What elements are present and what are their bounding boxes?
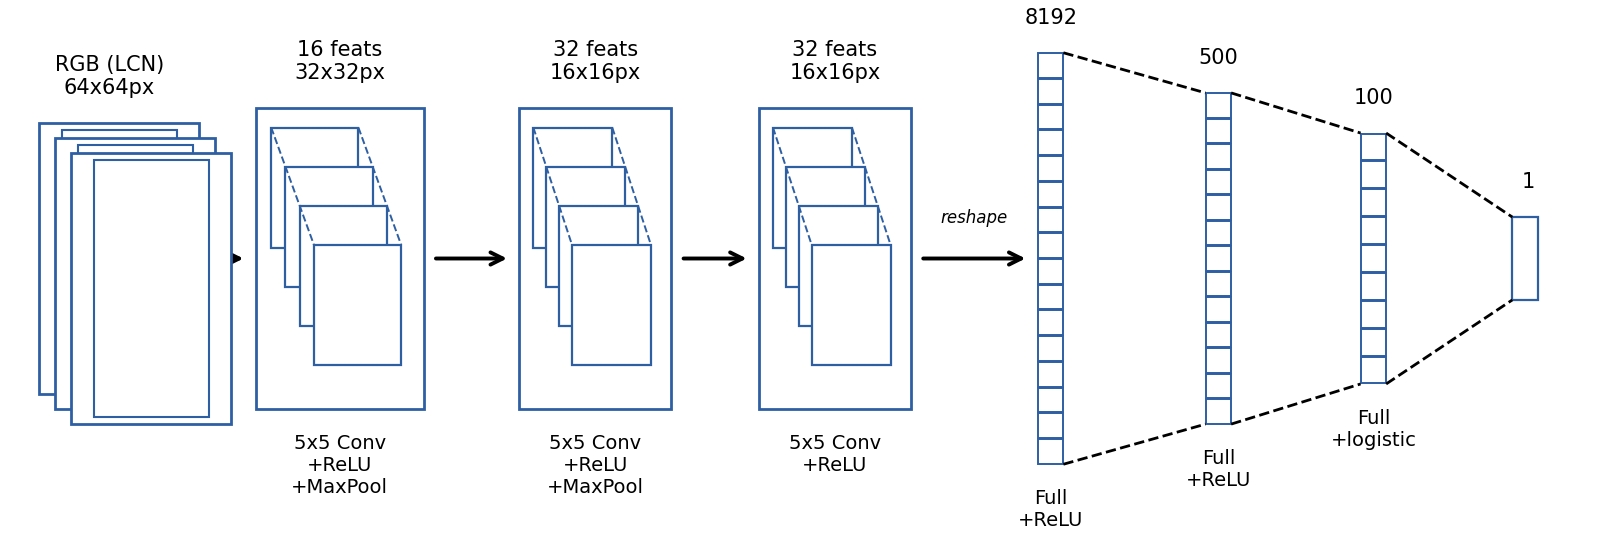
Bar [255, 108, 424, 409]
Bar [546, 167, 624, 287]
Bar [300, 206, 387, 326]
Bar [759, 108, 910, 409]
Bar [1205, 323, 1231, 347]
Bar [518, 108, 671, 409]
Bar [286, 167, 372, 287]
Bar [1037, 233, 1063, 258]
Bar [1359, 161, 1385, 188]
Bar [1205, 246, 1231, 271]
Bar [1359, 245, 1385, 272]
Bar [1205, 144, 1231, 169]
Text: 500: 500 [1197, 48, 1237, 68]
Text: 5x5 Conv
+ReLU
+MaxPool: 5x5 Conv +ReLU +MaxPool [546, 434, 644, 497]
Bar [93, 160, 209, 417]
Text: 32 feats
16x16px: 32 feats 16x16px [788, 40, 880, 83]
Bar [271, 128, 358, 248]
Bar [811, 245, 891, 365]
Bar [1359, 217, 1385, 244]
Bar [1205, 348, 1231, 373]
Text: 100: 100 [1353, 88, 1393, 108]
Bar [1359, 357, 1385, 384]
Bar [1359, 273, 1385, 300]
Bar [772, 128, 851, 248]
Text: RGB (LCN)
64x64px: RGB (LCN) 64x64px [55, 55, 164, 98]
Bar [533, 128, 612, 248]
Bar [1205, 221, 1231, 245]
Bar [1205, 195, 1231, 220]
Bar [1359, 329, 1385, 356]
Text: 1: 1 [1522, 172, 1534, 192]
Bar [1037, 208, 1063, 232]
Bar [1359, 189, 1385, 216]
Bar [313, 245, 401, 365]
Bar [1037, 182, 1063, 207]
Bar [55, 138, 215, 409]
Bar [1037, 413, 1063, 438]
Bar [571, 245, 650, 365]
Bar [1037, 310, 1063, 335]
Bar [785, 167, 863, 287]
Bar [1037, 285, 1063, 309]
Bar [1512, 217, 1538, 300]
Bar [1037, 362, 1063, 387]
Bar [1205, 170, 1231, 194]
Bar [39, 123, 199, 394]
Bar [1037, 156, 1063, 181]
Bar [77, 145, 193, 402]
Text: Full
+logistic: Full +logistic [1329, 409, 1416, 450]
Text: 16 feats
32x32px: 16 feats 32x32px [294, 40, 385, 83]
Bar [1205, 297, 1231, 322]
Bar [1205, 119, 1231, 143]
Bar [1205, 374, 1231, 398]
Text: Full
+ReLU: Full +ReLU [1018, 490, 1083, 530]
Text: Full
+ReLU: Full +ReLU [1184, 449, 1250, 490]
Text: 8192: 8192 [1024, 8, 1077, 27]
Bar [1037, 387, 1063, 412]
Bar [71, 153, 231, 424]
Bar [1037, 130, 1063, 155]
Bar [1037, 53, 1063, 78]
Bar [1037, 79, 1063, 104]
Bar [798, 206, 878, 326]
Text: 5x5 Conv
+ReLU: 5x5 Conv +ReLU [788, 434, 881, 475]
Bar [1205, 272, 1231, 296]
Bar [1037, 105, 1063, 130]
Bar [1205, 94, 1231, 118]
Bar [61, 130, 177, 387]
Bar [1205, 399, 1231, 423]
Text: reshape: reshape [941, 209, 1008, 228]
Bar [1037, 259, 1063, 284]
Text: 5x5 Conv
+ReLU
+MaxPool: 5x5 Conv +ReLU +MaxPool [291, 434, 388, 497]
Bar [1359, 133, 1385, 160]
Bar [1359, 301, 1385, 328]
Bar [1037, 336, 1063, 361]
Bar [1037, 439, 1063, 464]
Text: 32 feats
16x16px: 32 feats 16x16px [549, 40, 640, 83]
Bar [559, 206, 637, 326]
